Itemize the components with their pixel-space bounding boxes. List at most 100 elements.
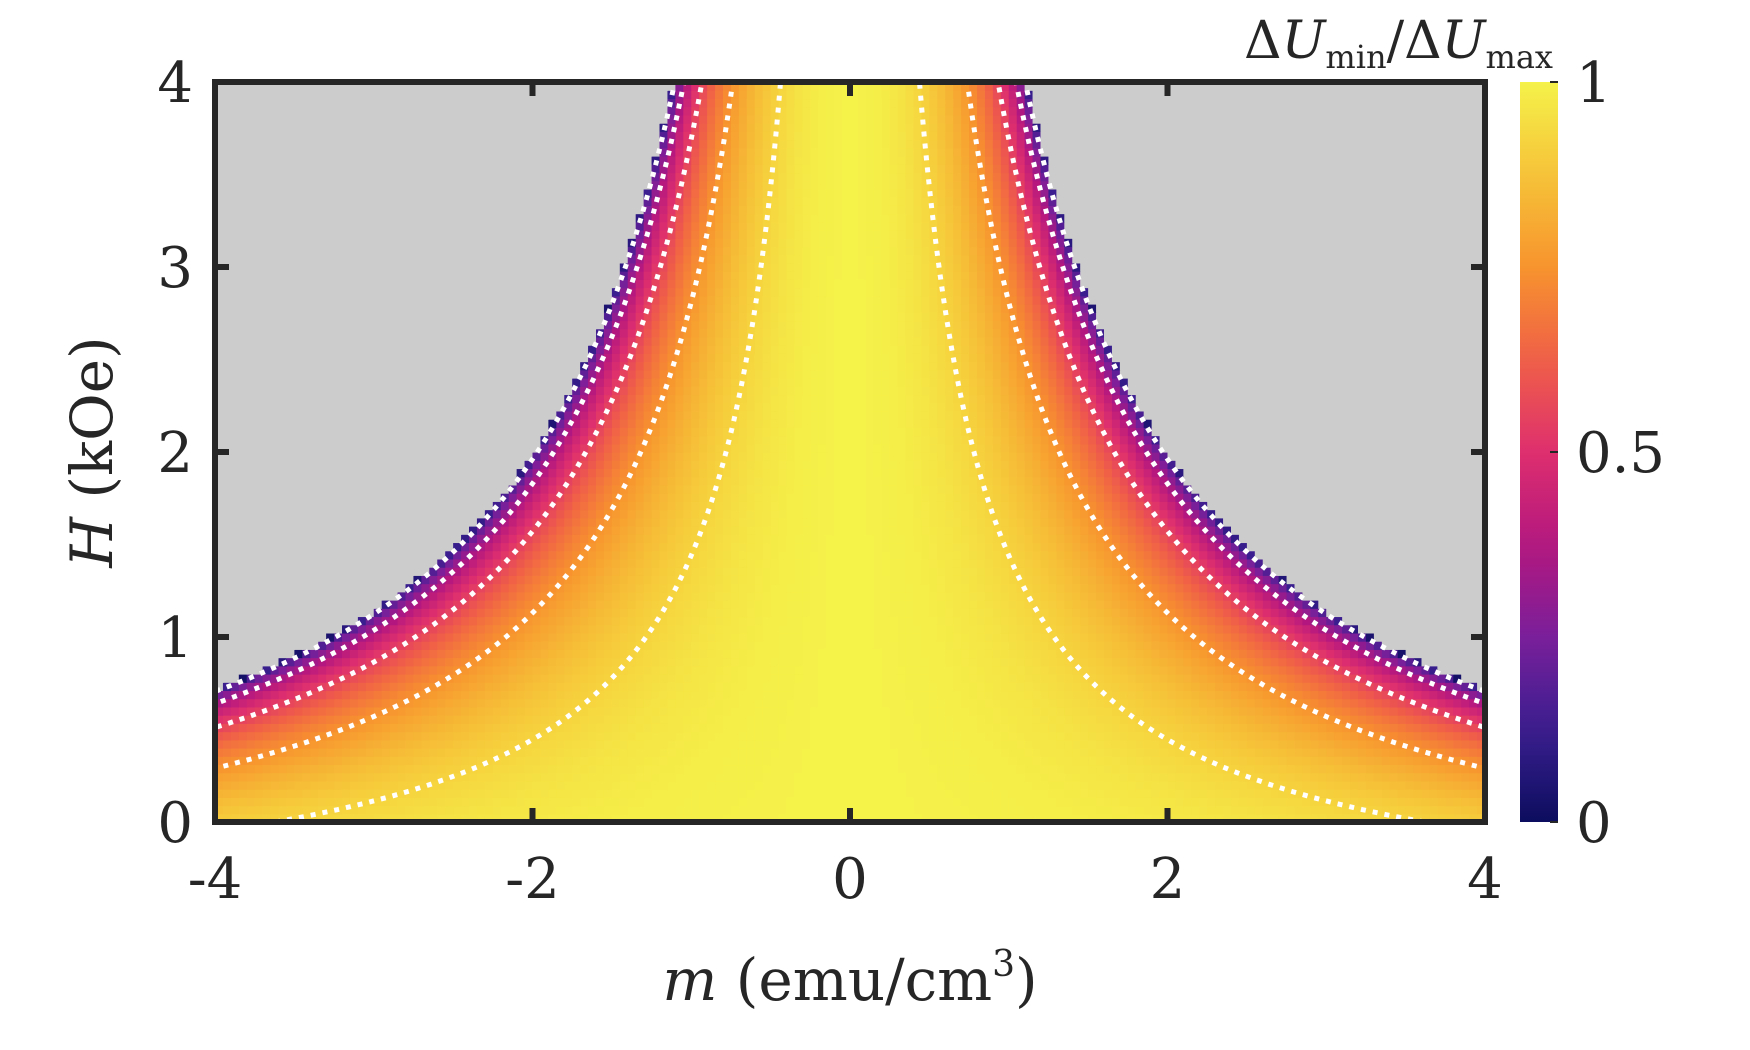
heatmap-cell bbox=[611, 690, 621, 700]
heatmap-cell bbox=[278, 756, 288, 766]
heatmap-cell bbox=[1238, 600, 1248, 609]
heatmap-cell bbox=[1238, 797, 1248, 807]
heatmap-cell bbox=[1342, 756, 1351, 766]
heatmap-cell bbox=[635, 690, 645, 700]
heatmap-cell bbox=[413, 772, 422, 782]
heatmap-cell bbox=[429, 698, 438, 708]
heatmap-cell bbox=[1373, 805, 1383, 815]
heatmap-cell bbox=[1064, 616, 1073, 626]
heatmap-cell bbox=[1040, 723, 1050, 733]
heatmap-cell bbox=[294, 698, 303, 708]
heatmap-cell bbox=[961, 748, 970, 757]
heatmap-cell bbox=[1135, 583, 1145, 593]
heatmap-cell bbox=[794, 649, 803, 659]
heatmap-cell bbox=[1119, 657, 1129, 667]
heatmap-cell bbox=[596, 715, 605, 724]
heatmap-cell bbox=[365, 739, 375, 749]
heatmap-cell bbox=[564, 797, 573, 807]
heatmap-cell bbox=[1477, 591, 1485, 601]
heatmap-cell bbox=[246, 632, 256, 642]
heatmap-cell bbox=[254, 641, 264, 650]
heatmap-cell bbox=[389, 690, 399, 700]
heatmap-cell bbox=[1151, 583, 1161, 593]
heatmap-cell bbox=[984, 682, 994, 692]
heatmap-cell bbox=[635, 772, 645, 782]
heatmap-cell bbox=[1373, 641, 1383, 650]
heatmap-cell bbox=[238, 665, 248, 675]
heatmap-cell bbox=[1175, 641, 1184, 650]
heatmap-cell bbox=[532, 797, 542, 807]
heatmap-cell bbox=[1151, 748, 1161, 757]
heatmap-cell bbox=[1008, 632, 1018, 642]
heatmap-cell bbox=[1143, 575, 1153, 585]
heatmap-cell bbox=[723, 739, 732, 749]
heatmap-cell bbox=[953, 624, 962, 634]
heatmap-cell bbox=[1413, 624, 1423, 634]
heatmap-cell bbox=[969, 805, 978, 815]
heatmap-cell bbox=[770, 575, 780, 585]
heatmap-cell bbox=[746, 739, 756, 749]
heatmap-cell bbox=[1389, 813, 1399, 822]
heatmap-cell bbox=[643, 591, 653, 601]
heatmap-cell bbox=[1238, 690, 1248, 700]
heatmap-cell bbox=[564, 706, 573, 716]
heatmap-cell bbox=[484, 789, 494, 798]
heatmap-cell bbox=[318, 698, 327, 708]
heatmap-cell bbox=[500, 682, 510, 692]
heatmap-cell bbox=[754, 764, 764, 774]
heatmap-cell bbox=[969, 674, 978, 683]
heatmap-cell bbox=[365, 649, 375, 659]
heatmap-cell bbox=[1111, 813, 1121, 822]
heatmap-cell bbox=[1008, 624, 1018, 634]
heatmap-cell bbox=[802, 632, 811, 642]
heatmap-cell bbox=[1191, 756, 1200, 766]
heatmap-cell bbox=[548, 706, 557, 716]
heatmap-cell bbox=[286, 723, 295, 733]
heatmap-cell bbox=[1421, 649, 1431, 659]
heatmap-cell bbox=[532, 690, 542, 700]
heatmap-cell bbox=[548, 805, 557, 815]
heatmap-cell bbox=[1127, 698, 1137, 708]
heatmap-cell bbox=[596, 764, 605, 774]
heatmap-cell bbox=[294, 748, 303, 757]
heatmap-cell bbox=[611, 706, 621, 716]
heatmap-cell bbox=[437, 789, 446, 798]
heatmap-cell bbox=[365, 748, 375, 757]
heatmap-cell bbox=[842, 690, 851, 700]
heatmap-cell bbox=[1373, 624, 1383, 634]
heatmap-cell bbox=[1246, 813, 1256, 822]
heatmap-cell bbox=[1294, 690, 1304, 700]
heatmap-cell bbox=[469, 797, 478, 807]
heatmap-cell bbox=[1318, 567, 1327, 576]
heatmap-cell bbox=[278, 731, 288, 741]
heatmap-cell bbox=[921, 682, 930, 692]
heatmap-cell bbox=[1024, 674, 1034, 683]
heatmap-cell bbox=[1421, 674, 1431, 683]
heatmap-cell bbox=[1254, 797, 1264, 807]
heatmap-cell bbox=[373, 665, 383, 675]
heatmap-cell bbox=[1437, 805, 1446, 815]
heatmap-cell bbox=[723, 723, 732, 733]
heatmap-cell bbox=[540, 682, 549, 692]
heatmap-cell bbox=[1254, 764, 1264, 774]
heatmap-cell bbox=[913, 575, 923, 585]
heatmap-cell bbox=[540, 600, 549, 609]
heatmap-cell bbox=[246, 706, 256, 716]
heatmap-cell bbox=[429, 682, 438, 692]
heatmap-cell bbox=[834, 567, 843, 576]
heatmap-cell bbox=[1048, 690, 1057, 700]
heatmap-cell bbox=[469, 657, 478, 667]
heatmap-cell bbox=[1096, 665, 1105, 675]
heatmap-cell bbox=[1294, 780, 1304, 790]
heatmap-cell bbox=[286, 772, 295, 782]
heatmap-cell bbox=[810, 649, 819, 659]
heatmap-cell bbox=[881, 797, 891, 807]
heatmap-cell bbox=[762, 674, 772, 683]
heatmap-cell bbox=[421, 583, 430, 593]
heatmap-cell bbox=[1477, 674, 1485, 683]
heatmap-cell bbox=[1278, 780, 1288, 790]
heatmap-cell bbox=[643, 674, 653, 683]
heatmap-cell bbox=[611, 567, 621, 576]
heatmap-cell bbox=[810, 600, 819, 609]
heatmap-cell bbox=[548, 657, 557, 667]
